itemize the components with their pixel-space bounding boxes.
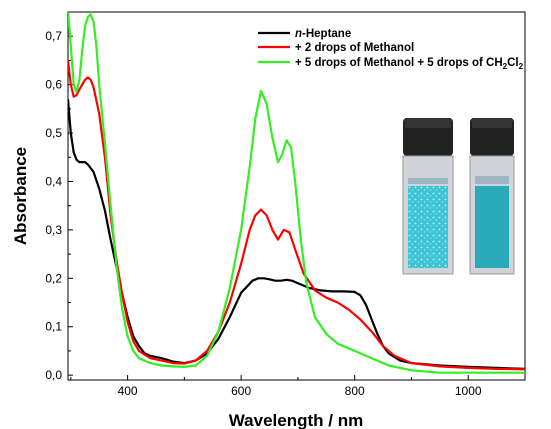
- series-lines: [68, 12, 525, 374]
- axis-ticks: [68, 35, 526, 380]
- series-line-0: [68, 99, 525, 370]
- x-tick-label: 600: [231, 384, 251, 398]
- y-tick-label: 0,0: [45, 368, 62, 382]
- y-tick-label: 0,5: [45, 126, 62, 140]
- x-tick-label: 1000: [455, 384, 482, 398]
- legend-label-mixture: + 5 drops of Methanol + 5 drops of CH2Cl…: [295, 57, 524, 71]
- vial-right: [469, 118, 515, 275]
- x-axis-title: Wavelength / nm: [229, 411, 363, 429]
- series-line-1: [68, 60, 525, 371]
- y-tick-label: 0,7: [45, 29, 62, 43]
- x-tick-label: 800: [345, 384, 365, 398]
- y-tick-label: 0,1: [45, 320, 62, 334]
- y-tick-label: 0,2: [45, 271, 62, 285]
- legend-label-heptane: n-Heptane: [295, 28, 351, 40]
- tick-labels: 400 600 800 1000 0,0 0,1 0,2 0,3 0,4 0,5 0,6 0,7: [45, 29, 482, 398]
- x-tick-label: 400: [118, 384, 138, 398]
- y-tick-label: 0,6: [45, 78, 62, 92]
- legend: n-Heptane + 2 drops of Methanol + 5 drop…: [258, 28, 524, 71]
- vial-left: [402, 118, 454, 275]
- series-line-2: [68, 12, 525, 374]
- vials-photo: [402, 118, 515, 275]
- legend-label-methanol: + 2 drops of Methanol: [295, 42, 414, 54]
- plot-frame: [67, 11, 526, 381]
- y-axis-title: Absorbance: [11, 147, 30, 245]
- y-tick-label: 0,4: [45, 174, 62, 188]
- y-tick-label: 0,3: [45, 223, 62, 237]
